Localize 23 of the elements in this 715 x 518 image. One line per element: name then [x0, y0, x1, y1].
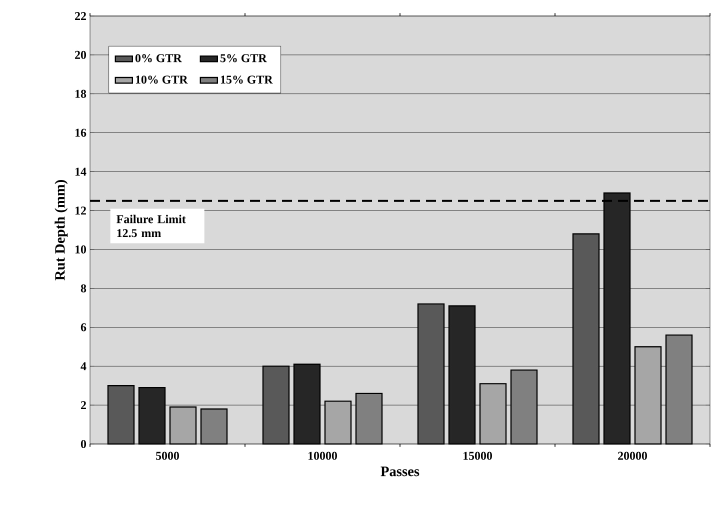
y-tick-label: 8	[80, 284, 86, 292]
y-axis-title: Rut Depth (mm)	[54, 180, 68, 280]
y-tick-label: 0	[80, 440, 86, 448]
y-tick-label: 6	[80, 323, 86, 332]
x-tick-label: 20000	[618, 452, 647, 460]
y-tick-label: 2	[81, 401, 86, 410]
legend-label: 5% GTR	[220, 54, 267, 62]
ref-line-label: Failure Limit 12.5 mm	[116, 214, 186, 238]
y-tick-label: 4	[80, 362, 86, 370]
x-tick-label: 15000	[464, 452, 492, 460]
x-tick-label: 10000	[308, 452, 337, 460]
y-tick-label: 14	[75, 168, 86, 176]
y-tick-label: 12	[75, 206, 86, 214]
y-tick-label: 16	[75, 128, 86, 137]
y-tick-label: 18	[75, 90, 86, 98]
legend-label: 10% GTR	[136, 76, 188, 84]
x-tick-label: 5000	[156, 452, 179, 460]
y-tick-label: 20	[75, 50, 86, 59]
legend-label: 15% GTR	[220, 76, 273, 84]
y-tick-label: 22	[75, 12, 86, 20]
x-axis-title: Passes	[380, 466, 420, 476]
legend-label: 0% GTR	[135, 54, 182, 62]
y-tick-label: 10	[75, 245, 86, 254]
